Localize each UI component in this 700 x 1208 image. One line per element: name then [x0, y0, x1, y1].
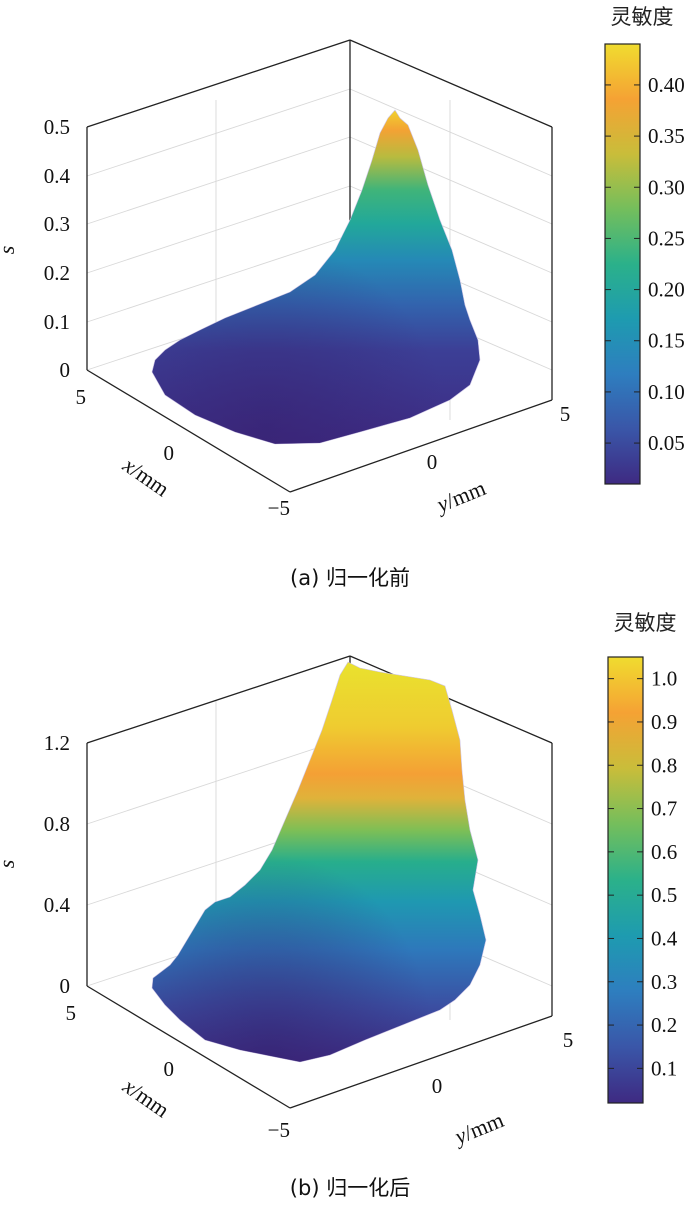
panel-a-z-tick: 0.2 — [44, 261, 70, 285]
colorbar-tick-label: 0.2 — [651, 1013, 677, 1037]
panel-b-colorbar-ticks: 0.1 0.2 0.3 0.4 0.5 0.6 0.7 0.8 0.9 1.0 — [608, 667, 678, 1080]
panel-a-x-tick: 0 — [164, 441, 175, 465]
colorbar-tick-label: 0.15 — [648, 329, 685, 353]
panel-a-x-ticks: 5 0 −5 — [76, 385, 291, 520]
panel-b-colorbar: 灵敏度 0.1 0.2 0.3 0.4 0.5 0.6 0.7 0.8 0.9 1.0 — [607, 611, 678, 1104]
panel-b-z-tick: 0.8 — [44, 812, 70, 836]
colorbar-tick-label: 0.35 — [648, 124, 685, 148]
colorbar-tick-label: 0.3 — [651, 970, 677, 994]
panel-a-colorbar-ticks: 0.05 0.10 0.15 0.20 0.25 0.30 0.35 0.40 — [605, 73, 685, 455]
colorbar-tick-label: 0.40 — [648, 73, 685, 97]
panel-b-y-label: y/mm — [449, 1107, 507, 1150]
colorbar-tick-label: 0.4 — [651, 926, 678, 950]
panel-a-y-label: y/mm — [431, 475, 489, 518]
panel-a-surface — [151, 109, 481, 445]
colorbar-tick-label: 0.1 — [651, 1056, 677, 1080]
panel-b: 0 0.4 0.8 1.2 s 5 0 −5 x/mm 0 5 y/mm 灵敏度… — [0, 611, 678, 1200]
panel-a-colorbar-ramp — [604, 43, 641, 485]
colorbar-tick-label: 0.30 — [648, 175, 685, 199]
colorbar-tick-label: 0.10 — [648, 380, 685, 404]
panel-a-caption: (a) 归一化前 — [290, 566, 410, 590]
colorbar-tick-label: 1.0 — [651, 667, 677, 691]
colorbar-tick-label: 0.5 — [651, 883, 677, 907]
panel-b-axes-box — [86, 655, 553, 1109]
panel-b-y-tick: 5 — [563, 1028, 574, 1052]
panel-a-z-label: s — [0, 246, 19, 255]
panel-b-z-tick: 0 — [60, 974, 71, 998]
panel-b-colorbar-title: 灵敏度 — [614, 611, 677, 635]
colorbar-tick-label: 0.9 — [651, 710, 677, 734]
panel-b-x-tick: 5 — [66, 1001, 77, 1025]
panel-a-y-ticks: 0 5 — [427, 402, 571, 474]
panel-a: 0 0.1 0.2 0.3 0.4 0.5 s 5 0 −5 x/mm 0 5 … — [0, 5, 685, 590]
panel-a-x-tick: 5 — [76, 385, 87, 409]
panel-a-x-tick: −5 — [268, 496, 290, 520]
panel-a-z-tick: 0.1 — [44, 310, 70, 334]
panel-a-colorbar: 灵敏度 0.05 0.10 0.15 0.20 0.25 0.30 0.35 0.40 — [604, 5, 685, 485]
panel-a-y-tick: 0 — [427, 450, 438, 474]
panel-b-y-tick: 0 — [432, 1074, 443, 1098]
colorbar-tick-label: 0.6 — [651, 840, 677, 864]
colorbar-tick-label: 0.25 — [648, 226, 685, 250]
panel-a-colorbar-title: 灵敏度 — [611, 5, 674, 29]
colorbar-tick-label: 0.20 — [648, 278, 685, 302]
panel-b-caption: (b) 归一化后 — [290, 1176, 410, 1200]
colorbar-tick-label: 0.8 — [651, 753, 677, 777]
panel-a-axes-box — [86, 39, 553, 493]
panel-a-z-tick: 0.3 — [44, 212, 70, 236]
panel-a-z-tick: 0.4 — [44, 164, 71, 188]
panel-b-z-ticks: 0 0.4 0.8 1.2 — [44, 731, 71, 998]
panel-a-z-tick: 0.5 — [44, 115, 70, 139]
panel-b-x-tick: −5 — [268, 1118, 290, 1142]
panel-a-y-tick: 5 — [560, 402, 571, 426]
panel-b-z-tick: 1.2 — [44, 731, 70, 755]
panel-b-colorbar-ramp — [607, 656, 644, 1104]
panel-b-z-label: s — [0, 860, 19, 869]
colorbar-tick-label: 0.7 — [651, 797, 677, 821]
panel-b-x-ticks: 5 0 −5 — [66, 1001, 291, 1142]
colorbar-tick-label: 0.05 — [648, 431, 685, 455]
panel-b-z-tick: 0.4 — [44, 893, 71, 917]
panel-a-z-tick: 0 — [60, 358, 71, 382]
panel-b-x-tick: 0 — [164, 1057, 175, 1081]
panel-b-surface — [151, 661, 487, 1063]
panel-b-y-ticks: 0 5 — [432, 1028, 574, 1098]
panel-a-z-ticks: 0 0.1 0.2 0.3 0.4 0.5 — [44, 115, 71, 382]
